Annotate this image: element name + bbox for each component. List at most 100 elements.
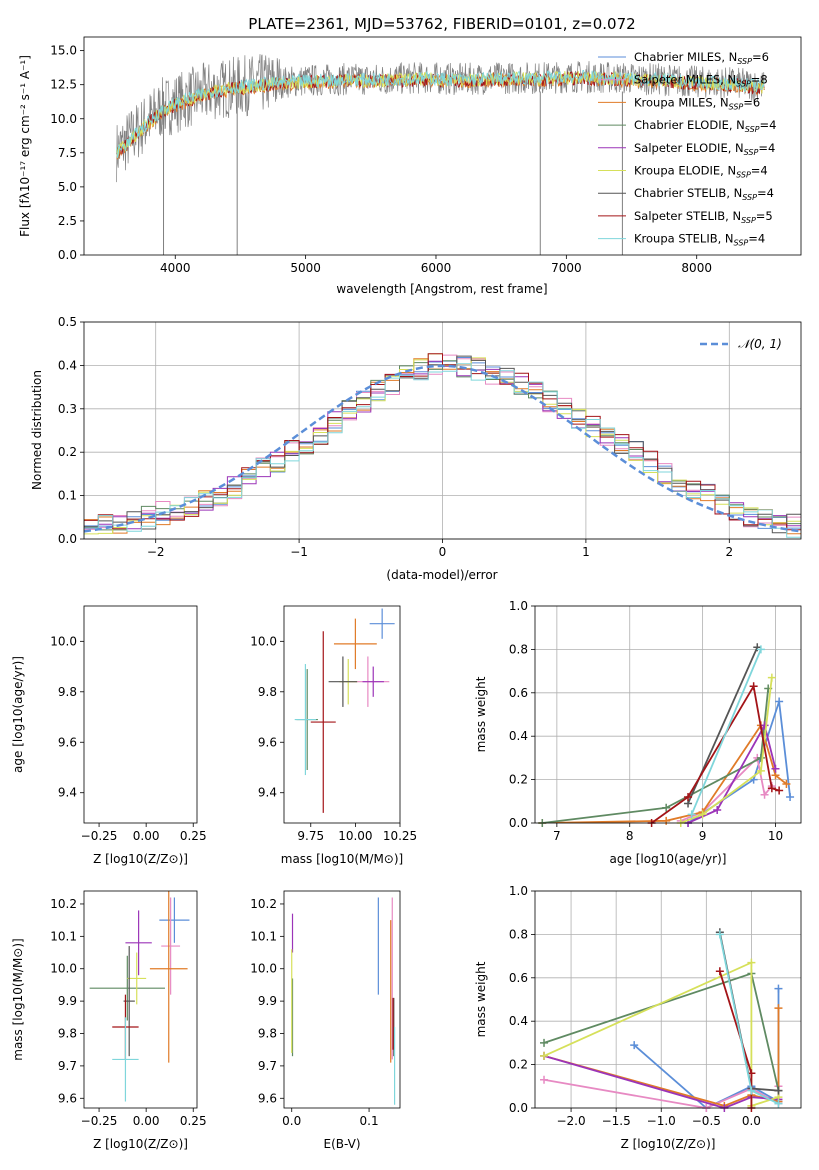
legend-subscript: SSP [736, 80, 751, 89]
y-tick-label: 9.7 [58, 1059, 77, 1073]
series-marker-chabrier_miles [630, 1041, 639, 1050]
legend-tail: =4 [757, 186, 774, 200]
axes-frame [283, 890, 401, 1109]
series-marker-salpeter_elodie [760, 721, 769, 730]
series-marker-kroupa_stelib [747, 1086, 756, 1095]
y-tick-label: 0.5 [58, 315, 77, 329]
series-marker-kroupa_miles [774, 1004, 783, 1013]
spectrum-ylabel: Flux [fλ10⁻¹⁷ erg cm⁻² s⁻¹ A⁻¹] [18, 55, 32, 237]
x-tick-label: 7000 [551, 261, 582, 275]
y-tick-label: 9.6 [258, 735, 277, 749]
y-tick-label: 0.8 [509, 927, 528, 941]
series-marker-kroupa_stelib [687, 810, 696, 819]
y-tick-label: 0.2 [509, 1058, 528, 1072]
series-marker-salpeter_miles [540, 1075, 549, 1084]
axes-frame [283, 605, 401, 824]
series-marker-kroupa_elodie [698, 810, 707, 819]
series-line-kroupa_stelib [718, 934, 779, 1105]
series-marker-salpeter_elodie [713, 805, 722, 814]
series-marker-chabrier_miles [786, 792, 795, 801]
y-tick-label: 10.0 [50, 634, 77, 648]
y-axis-label: mass weight [474, 676, 488, 752]
x-axis-label: Z [log10(Z/Z⊙)] [621, 1137, 716, 1151]
x-tick-label: 10.25 [383, 829, 417, 843]
gaussian-curve [84, 364, 801, 533]
y-tick-label: 0.4 [509, 1014, 528, 1028]
legend-tail: =4 [751, 164, 768, 178]
y-tick-label: 9.4 [58, 786, 77, 800]
y-tick-label: 9.4 [258, 786, 277, 800]
series-marker-chabrier_miles [774, 984, 783, 993]
y-tick-label: 0.4 [509, 729, 528, 743]
legend-label: Chabrier MILES, NSSP=6 [634, 50, 769, 66]
series-line-salpeter_stelib [718, 971, 753, 1108]
legend-tail: =8 [751, 73, 768, 87]
y-tick-label: 9.9 [58, 994, 77, 1008]
y-tick-label: 15.0 [50, 44, 77, 58]
series-line-salpeter_elodie [543, 1055, 779, 1108]
x-tick-label: 8 [626, 829, 634, 843]
y-tick-label: 9.6 [258, 1091, 277, 1105]
y-tick-label: 10.0 [50, 962, 77, 976]
series-marker-salpeter_stelib [767, 784, 776, 793]
series-marker-kroupa_elodie [747, 958, 756, 967]
y-tick-label: 0.0 [509, 816, 528, 830]
spectrum-plot-area: 4000 5000 6000 7000 8000 0.0 2.5 5.0 7.5 10.0 12.5… [50, 36, 802, 275]
x-tick-label: 4000 [160, 261, 191, 275]
series-marker-kroupa_stelib [774, 1099, 783, 1108]
age-vs-mass-panel: 9.75 10.00 10.25 9.4 9.6 9.8 10.0 mass [log10(M… [250, 605, 417, 866]
x-tick-label: 0 [439, 545, 447, 559]
y-tick-label: 9.6 [58, 1091, 77, 1105]
y-tick-label: 5.0 [58, 180, 77, 194]
y-tick-label: 9.8 [58, 1027, 77, 1041]
spectrum-legend: Chabrier MILES, NSSP=6 Salpeter MILES, NS… [598, 50, 776, 248]
y-tick-label: 7.5 [58, 146, 77, 160]
y-axis-label: age [log10(age/yr)] [11, 656, 25, 773]
x-tick-label: 7 [553, 829, 561, 843]
massweight-vs-metallicity-panel: −2.0 −1.5 −1.0 −0.5 0.0 0.0 0.2 0.4 0.6 0.8 1.0 Z [… [474, 884, 802, 1151]
axes-frame [83, 605, 198, 824]
histogram-ylabel: Normed distribution [30, 370, 44, 490]
mass-vs-extinction-panel: 0.0 0.1 9.6 9.7 9.8 9.9 10.0 10.1 10.2 E(B-V) [250, 890, 401, 1151]
x-tick-label: 0.25 [180, 829, 207, 843]
model-spectrum-kroupa_elodie [116, 70, 765, 158]
legend-tail: =4 [748, 232, 765, 246]
x-tick-label: −1 [290, 545, 308, 559]
histogram-plot-area: −2 −1 0 1 2 0.0 0.1 0.2 0.3 0.4 0.5 [58, 315, 802, 559]
x-tick-label: 0.1 [360, 1114, 379, 1128]
legend-subscript: SSP [742, 193, 757, 202]
legend-subscript: SSP [729, 102, 744, 111]
spectrum-xlabel: wavelength [Angstrom, rest frame] [336, 282, 547, 296]
legend-subscript: SSP [741, 216, 756, 225]
axes-frame [534, 605, 802, 824]
x-tick-label: 0.00 [133, 1114, 160, 1128]
y-tick-label: 9.7 [258, 1059, 277, 1073]
legend-subscript: SSP [744, 148, 759, 157]
legend-label: Salpeter STELIB, NSSP=5 [634, 209, 773, 225]
legend-label: Salpeter MILES, NSSP=8 [634, 73, 768, 89]
series-marker-kroupa_stelib [715, 930, 724, 939]
legend-label: Kroupa STELIB, NSSP=4 [634, 232, 765, 248]
x-tick-label: 10.00 [338, 829, 372, 843]
series-line-chabrier_elodie [542, 688, 770, 823]
legend-label: Chabrier STELIB, NSSP=4 [634, 186, 774, 202]
x-tick-label: 6000 [421, 261, 452, 275]
legend-label: Kroupa ELODIE, NSSP=4 [634, 164, 768, 180]
x-tick-label: −0.25 [81, 1114, 118, 1128]
legend-label: Kroupa MILES, NSSP=6 [634, 95, 760, 111]
x-tick-label: −2.0 [556, 1114, 585, 1128]
y-tick-label: 10.2 [250, 897, 277, 911]
y-tick-label: 10.1 [250, 929, 277, 943]
x-axis-label: mass [log10(M/M⊙)] [281, 852, 403, 866]
x-tick-label: −1.5 [602, 1114, 631, 1128]
legend-tail: =6 [743, 95, 760, 109]
x-tick-label: 9.75 [297, 829, 324, 843]
series-marker-salpeter_miles [760, 790, 769, 799]
series-line-chabrier_miles [687, 701, 791, 823]
series-marker-kroupa_elodie [540, 1051, 549, 1060]
legend-tail: =4 [760, 118, 777, 132]
y-axis-label: mass [log10(M/M⊙)] [11, 938, 25, 1060]
series-marker-salpeter_elodie [771, 764, 780, 773]
series-marker-chabrier_elodie [540, 1038, 549, 1047]
axes-frame [83, 890, 198, 1109]
